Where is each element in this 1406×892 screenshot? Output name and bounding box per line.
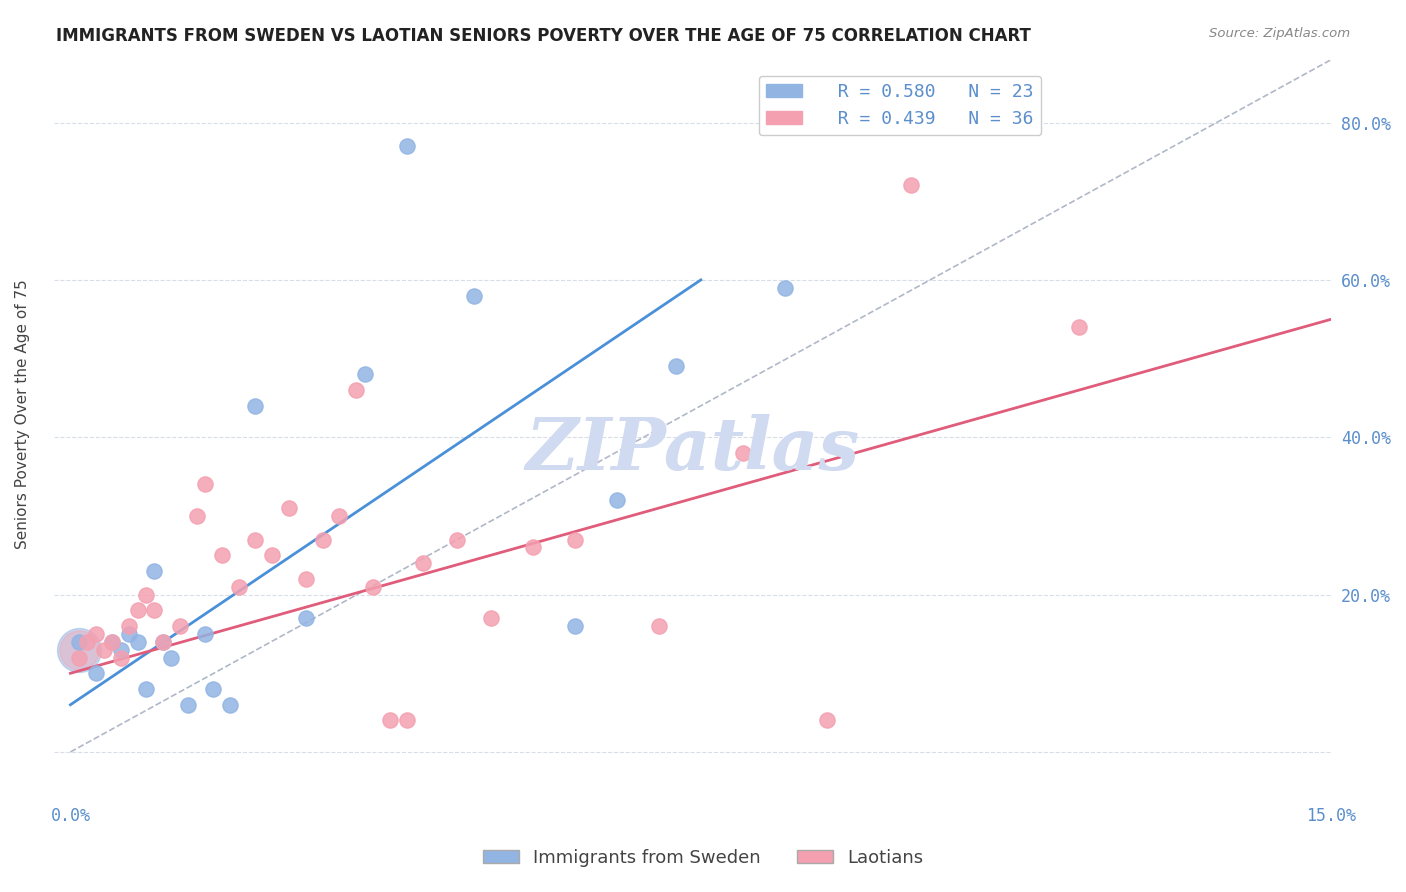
Point bbox=[110, 642, 132, 657]
Point bbox=[278, 501, 301, 516]
Point bbox=[152, 635, 174, 649]
Point bbox=[143, 603, 166, 617]
Point bbox=[294, 611, 316, 625]
Point bbox=[228, 580, 250, 594]
Point bbox=[773, 281, 796, 295]
Point bbox=[177, 698, 200, 712]
Point bbox=[84, 666, 107, 681]
Point bbox=[361, 580, 384, 594]
Point bbox=[101, 635, 124, 649]
Point bbox=[101, 635, 124, 649]
Point bbox=[127, 635, 149, 649]
Point bbox=[311, 533, 333, 547]
Point bbox=[67, 642, 90, 657]
Point bbox=[135, 588, 157, 602]
Point bbox=[564, 533, 586, 547]
Point bbox=[1069, 320, 1091, 334]
Point bbox=[815, 714, 838, 728]
Point bbox=[202, 681, 225, 696]
Legend:   R = 0.580   N = 23,   R = 0.439   N = 36: R = 0.580 N = 23, R = 0.439 N = 36 bbox=[759, 76, 1042, 136]
Point bbox=[194, 477, 217, 491]
Point bbox=[731, 446, 754, 460]
Point bbox=[395, 139, 418, 153]
Point bbox=[294, 572, 316, 586]
Point bbox=[93, 642, 115, 657]
Point bbox=[395, 714, 418, 728]
Point bbox=[479, 611, 502, 625]
Point bbox=[169, 619, 191, 633]
Point bbox=[262, 549, 284, 563]
Point bbox=[463, 288, 485, 302]
Point bbox=[135, 681, 157, 696]
Text: 15.0%: 15.0% bbox=[1306, 806, 1357, 824]
Point bbox=[219, 698, 242, 712]
Point bbox=[127, 603, 149, 617]
Point bbox=[564, 619, 586, 633]
Y-axis label: Seniors Poverty Over the Age of 75: Seniors Poverty Over the Age of 75 bbox=[15, 279, 30, 549]
Point bbox=[67, 635, 90, 649]
Point bbox=[194, 627, 217, 641]
Point bbox=[67, 650, 90, 665]
Point bbox=[67, 642, 90, 657]
Point bbox=[606, 493, 628, 508]
Point bbox=[648, 619, 671, 633]
Text: Source: ZipAtlas.com: Source: ZipAtlas.com bbox=[1209, 27, 1350, 40]
Text: ZIPatlas: ZIPatlas bbox=[526, 414, 859, 484]
Point bbox=[160, 650, 183, 665]
Point bbox=[522, 541, 544, 555]
Legend: Immigrants from Sweden, Laotians: Immigrants from Sweden, Laotians bbox=[475, 842, 931, 874]
Point bbox=[76, 635, 98, 649]
Point bbox=[110, 650, 132, 665]
Point bbox=[245, 399, 267, 413]
Point bbox=[143, 564, 166, 578]
Point bbox=[344, 383, 367, 397]
Point bbox=[118, 619, 141, 633]
Point bbox=[211, 549, 233, 563]
Point bbox=[328, 508, 350, 523]
Point bbox=[353, 368, 375, 382]
Point bbox=[412, 556, 434, 570]
Text: IMMIGRANTS FROM SWEDEN VS LAOTIAN SENIORS POVERTY OVER THE AGE OF 75 CORRELATION: IMMIGRANTS FROM SWEDEN VS LAOTIAN SENIOR… bbox=[56, 27, 1031, 45]
Point bbox=[152, 635, 174, 649]
Point bbox=[446, 533, 468, 547]
Point bbox=[900, 178, 922, 193]
Point bbox=[186, 508, 208, 523]
Text: 0.0%: 0.0% bbox=[51, 806, 90, 824]
Point bbox=[378, 714, 401, 728]
Point bbox=[118, 627, 141, 641]
Point bbox=[245, 533, 267, 547]
Point bbox=[84, 627, 107, 641]
Point bbox=[665, 359, 688, 374]
